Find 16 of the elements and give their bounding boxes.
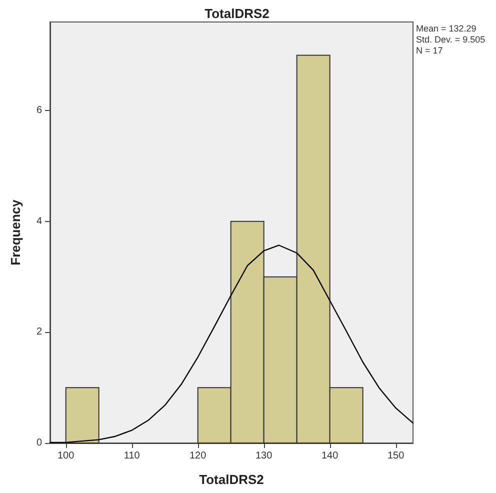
y-tick-label: 0 (36, 438, 42, 448)
x-tick-label: 110 (124, 450, 140, 462)
x-axis-title: TotalDRS2 (199, 472, 264, 487)
y-axis-title: Frequency (8, 198, 23, 266)
x-tick-label: 130 (255, 450, 273, 462)
text: Std. Dev. = 9.505 (416, 34, 486, 44)
chart-title: TotalDRS2 (204, 6, 270, 21)
x-tick-label: 100 (57, 450, 75, 462)
x-tick-label: 140 (321, 450, 339, 462)
text: Mean = 132.29 (416, 24, 476, 34)
y-tick-label: 4 (36, 216, 42, 227)
x-tick-label: 120 (189, 450, 207, 462)
x-tick-label: 150 (387, 450, 405, 462)
text: N = 17 (416, 46, 443, 56)
y-tick-label: 6 (36, 105, 42, 116)
y-tick-label: 2 (36, 326, 42, 338)
